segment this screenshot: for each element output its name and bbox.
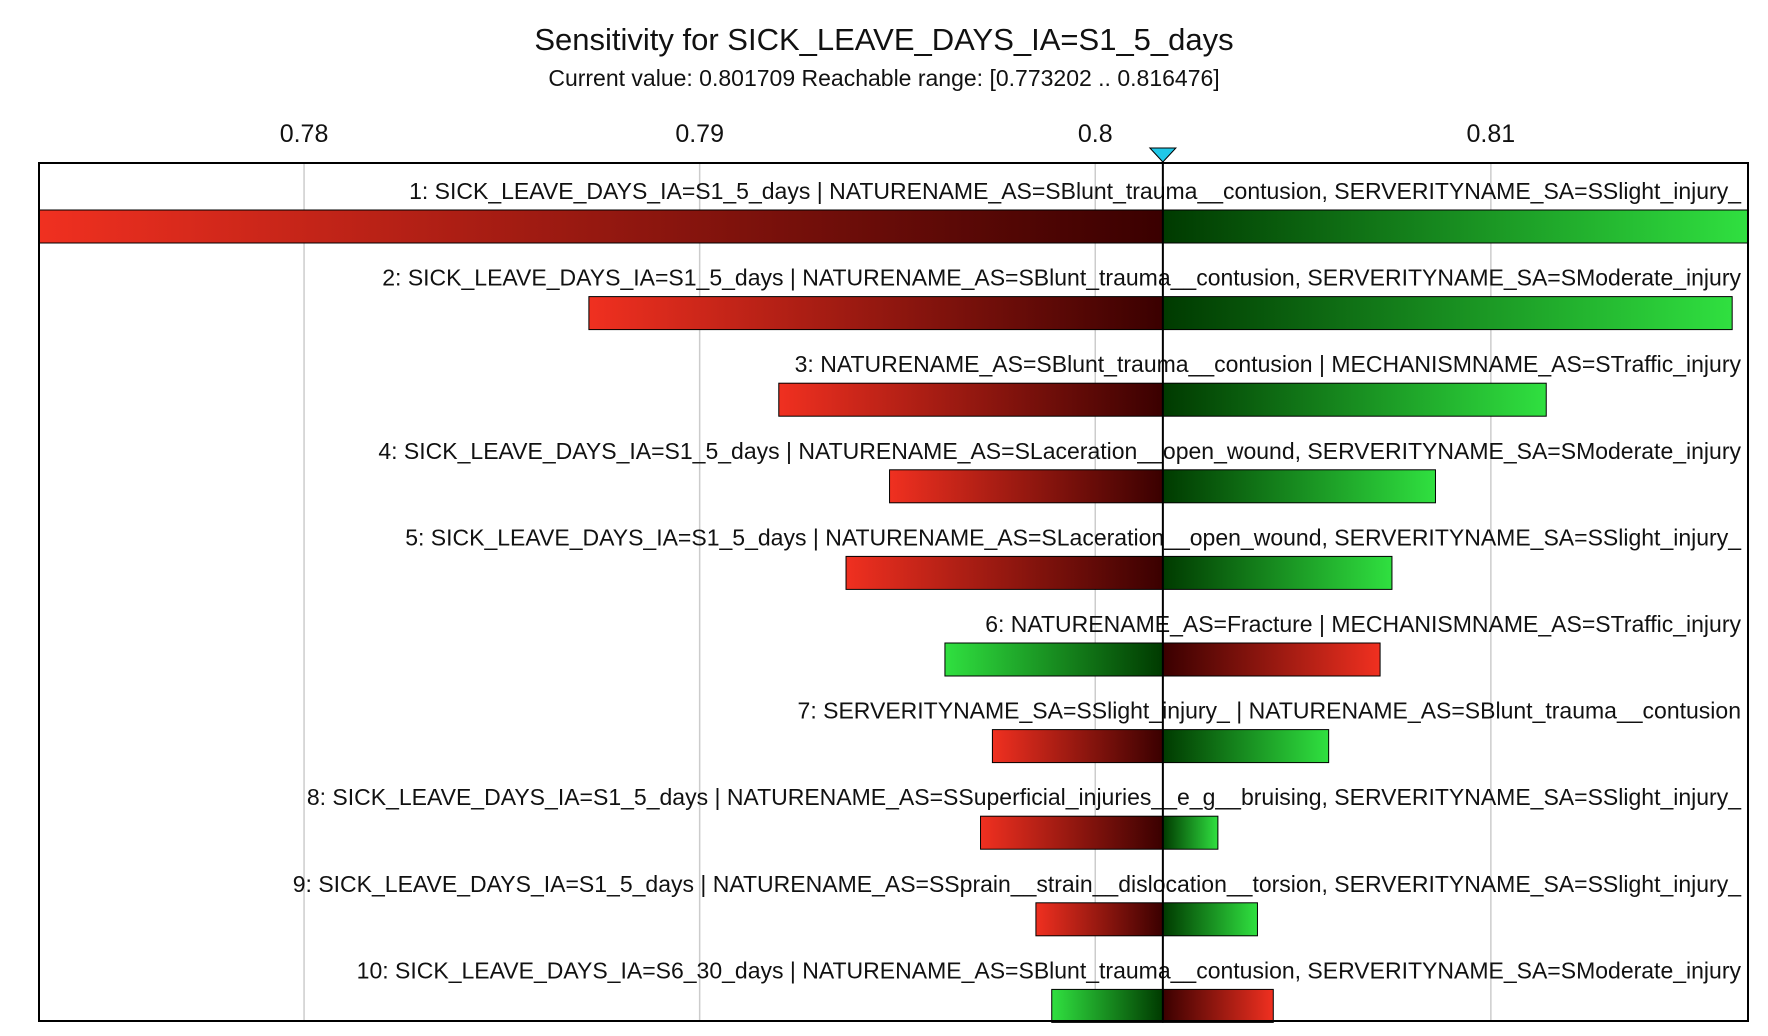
current-value-marker (1148, 147, 1178, 163)
chart-title: Sensitivity for SICK_LEAVE_DAYS_IA=S1_5_… (534, 22, 1233, 57)
bar-4-high-segment (1162, 469, 1436, 504)
bar-row-4: 4: SICK_LEAVE_DAYS_IA=S1_5_days | NATURE… (378, 438, 1741, 504)
bar-label-5: 5: SICK_LEAVE_DAYS_IA=S1_5_days | NATURE… (405, 524, 1742, 550)
bar-7-low-segment (991, 729, 1164, 764)
bar-5-high-segment (1162, 555, 1393, 590)
bar-10-low-segment (1051, 988, 1164, 1023)
bar-row-9: 9: SICK_LEAVE_DAYS_IA=S1_5_days | NATURE… (293, 871, 1742, 937)
bar-label-8: 8: SICK_LEAVE_DAYS_IA=S1_5_days | NATURE… (307, 784, 1742, 810)
bar-row-2: 2: SICK_LEAVE_DAYS_IA=S1_5_days | NATURE… (382, 265, 1741, 331)
bar-row-7: 7: SERVERITYNAME_SA=SSlight_injury_ | NA… (798, 698, 1741, 764)
bar-row-10: 10: SICK_LEAVE_DAYS_IA=S6_30_days | NATU… (357, 957, 1742, 1023)
bar-label-9: 9: SICK_LEAVE_DAYS_IA=S1_5_days | NATURE… (293, 871, 1742, 897)
bar-7-high-segment (1162, 729, 1330, 764)
bar-3-high-segment (1162, 382, 1547, 417)
bar-1-high-segment (1162, 209, 1749, 244)
chart-subtitle: Current value: 0.801709 Reachable range:… (548, 65, 1219, 91)
x-tick-label-1: 0.79 (675, 120, 724, 148)
bar-6-low-segment (944, 642, 1164, 677)
bar-8-low-segment (980, 815, 1164, 850)
x-tick-label-2: 0.8 (1078, 120, 1113, 148)
x-axis-ticks: 0.78 0.79 0.8 0.81 (280, 120, 1515, 148)
x-tick-label-0: 0.78 (280, 120, 329, 148)
plot-frame (38, 162, 1749, 1022)
bar-10-high-segment (1162, 988, 1274, 1023)
bar-row-8: 8: SICK_LEAVE_DAYS_IA=S1_5_days | NATURE… (307, 784, 1742, 850)
bar-label-3: 3: NATURENAME_AS=SBlunt_trauma__contusio… (795, 351, 1742, 377)
bar-row-5: 5: SICK_LEAVE_DAYS_IA=S1_5_days | NATURE… (405, 524, 1742, 590)
bar-label-2: 2: SICK_LEAVE_DAYS_IA=S1_5_days | NATURE… (382, 265, 1741, 291)
bar-4-low-segment (889, 469, 1164, 504)
bar-2-low-segment (588, 296, 1164, 331)
bar-3-low-segment (778, 382, 1164, 417)
bar-row-3: 3: NATURENAME_AS=SBlunt_trauma__contusio… (778, 351, 1742, 417)
bar-9-low-segment (1035, 902, 1164, 937)
bar-9-high-segment (1162, 902, 1258, 937)
bar-5-low-segment (845, 555, 1164, 590)
bar-row-1: 1: SICK_LEAVE_DAYS_IA=S1_5_days | NATURE… (38, 178, 1749, 244)
bars: 1: SICK_LEAVE_DAYS_IA=S1_5_days | NATURE… (38, 178, 1749, 1023)
x-tick-label-3: 0.81 (1467, 120, 1516, 148)
bar-6-high-segment (1162, 642, 1381, 677)
bar-row-6: 6: NATURENAME_AS=Fracture | MECHANISMNAM… (944, 611, 1741, 677)
bar-label-6: 6: NATURENAME_AS=Fracture | MECHANISMNAM… (985, 611, 1741, 637)
bar-label-10: 10: SICK_LEAVE_DAYS_IA=S6_30_days | NATU… (357, 957, 1742, 983)
bar-8-high-segment (1162, 815, 1219, 850)
bar-label-1: 1: SICK_LEAVE_DAYS_IA=S1_5_days | NATURE… (409, 178, 1742, 204)
bar-2-high-segment (1162, 296, 1733, 331)
bar-label-7: 7: SERVERITYNAME_SA=SSlight_injury_ | NA… (798, 698, 1741, 724)
bar-1-low-segment (38, 209, 1164, 244)
bar-label-4: 4: SICK_LEAVE_DAYS_IA=S1_5_days | NATURE… (378, 438, 1741, 464)
